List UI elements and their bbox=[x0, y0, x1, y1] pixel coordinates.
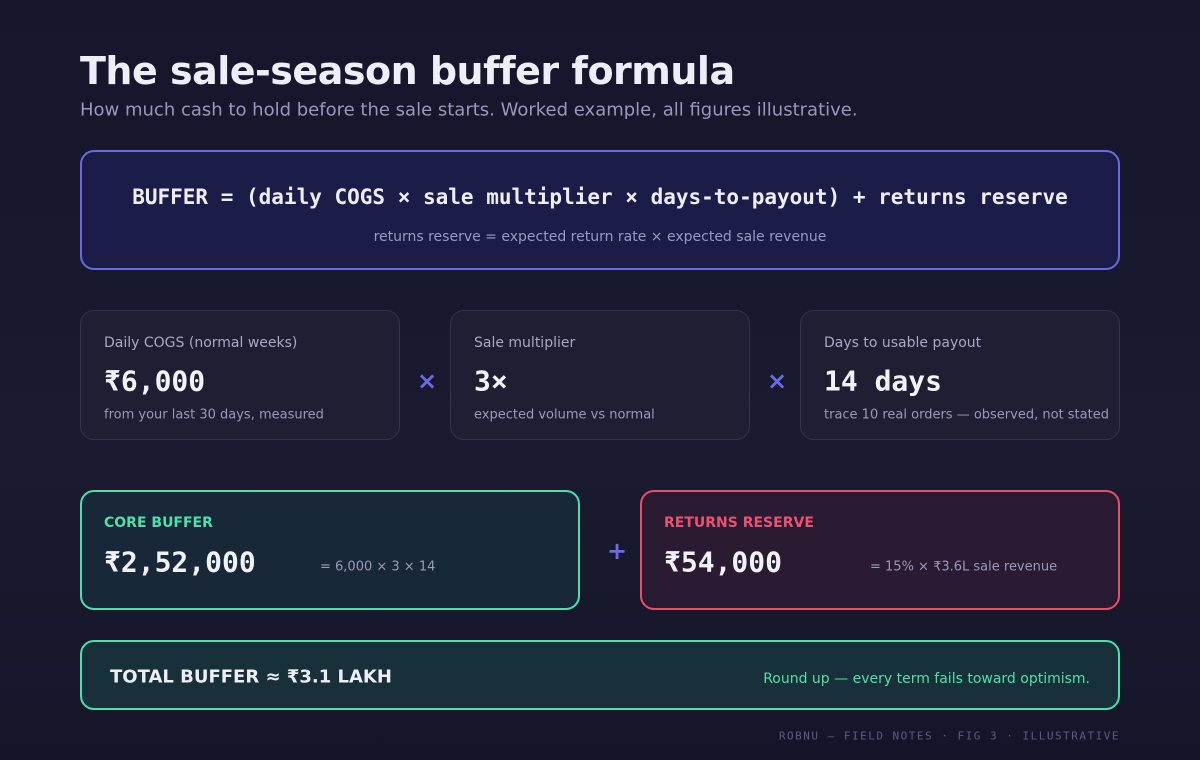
input-card bbox=[800, 310, 1120, 440]
input-card bbox=[450, 310, 750, 440]
footer: ROBNU — FIELD NOTES · FIG 3 · ILLUSTRATI… bbox=[778, 729, 1120, 743]
input-note: trace 10 real orders — observed, not sta… bbox=[824, 407, 1109, 423]
term-value: ₹54,000 bbox=[664, 545, 783, 579]
term-label: RETURNS RESERVE bbox=[664, 515, 814, 531]
term-card bbox=[640, 490, 1120, 610]
formula-box bbox=[80, 150, 1120, 270]
total-label: TOTAL BUFFER ≈ ₹3.1 LAKH bbox=[110, 666, 392, 688]
input-label: Daily COGS (normal weeks) bbox=[104, 335, 298, 351]
formula: BUFFER = (daily COGS × sale multiplier ×… bbox=[132, 185, 1068, 209]
total-box bbox=[80, 640, 1120, 710]
input-value: 3× bbox=[474, 364, 508, 398]
input-note: from your last 30 days, measured bbox=[104, 407, 324, 423]
operator: + bbox=[607, 537, 628, 565]
input-note: expected volume vs normal bbox=[474, 407, 655, 423]
operator: × bbox=[417, 367, 438, 395]
input-card bbox=[80, 310, 400, 440]
formula-note: returns reserve = expected return rate ×… bbox=[373, 229, 827, 245]
term-card bbox=[80, 490, 580, 610]
input-value: 14 days bbox=[824, 364, 943, 398]
subtitle: How much cash to hold before the sale st… bbox=[80, 99, 858, 121]
term-label: CORE BUFFER bbox=[104, 515, 213, 531]
input-value: ₹6,000 bbox=[104, 364, 206, 398]
term-value: ₹2,52,000 bbox=[104, 545, 256, 579]
term-calc: = 15% × ₹3.6L sale revenue bbox=[870, 559, 1058, 575]
total-note: Round up — every term fails toward optim… bbox=[763, 671, 1090, 687]
input-label: Sale multiplier bbox=[474, 335, 576, 351]
input-label: Days to usable payout bbox=[824, 335, 982, 351]
title: The sale-season buffer formula bbox=[80, 49, 735, 93]
operator: × bbox=[767, 367, 788, 395]
term-calc: = 6,000 × 3 × 14 bbox=[320, 559, 436, 575]
